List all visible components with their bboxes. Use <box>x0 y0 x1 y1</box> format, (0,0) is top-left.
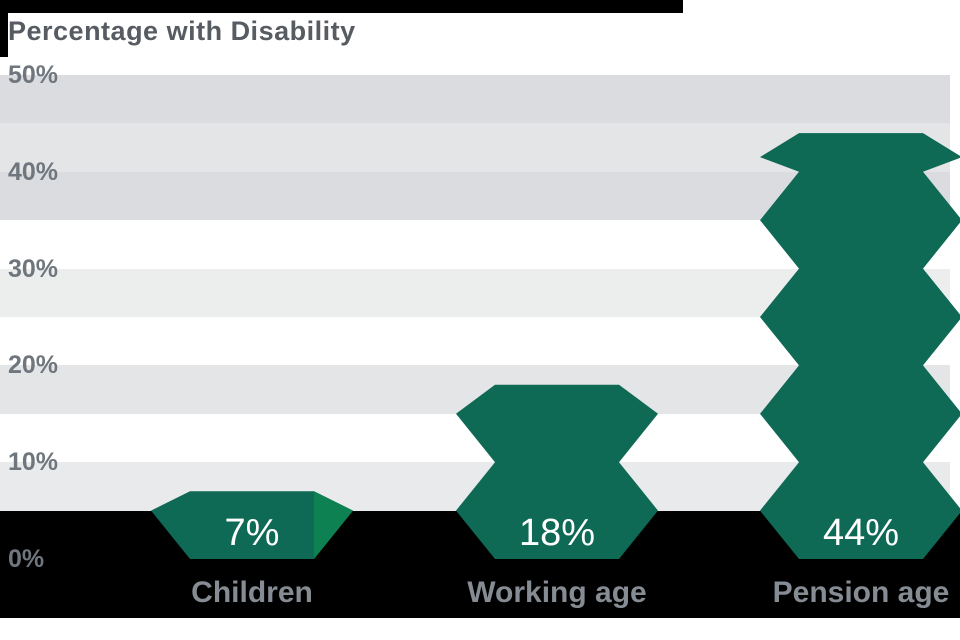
y-tick-label: 50% <box>8 61 59 89</box>
bottom-margin <box>0 618 960 640</box>
y-tick-label: 20% <box>8 351 59 380</box>
bar-value-label: 44% <box>822 512 900 554</box>
x-axis-category-label: Pension age <box>772 576 950 609</box>
bar-working-age <box>456 384 658 559</box>
bar-value-label: 18% <box>518 512 596 554</box>
y-tick-label: 0% <box>8 545 45 573</box>
x-axis-category-label: Working age <box>467 576 647 609</box>
y-tick-label: 30% <box>8 254 59 283</box>
chart-title: Percentage with Disability <box>8 16 356 46</box>
x-axis-category-label: Children <box>191 576 313 609</box>
y-tick-label: 40% <box>8 157 59 186</box>
y-tick-label: 10% <box>8 448 59 477</box>
bar-pension-age <box>760 133 960 559</box>
bar-value-label: 7% <box>224 512 280 554</box>
grid-band <box>0 75 950 124</box>
top-edge-strip <box>0 0 683 13</box>
left-edge-strip <box>0 13 8 57</box>
bar-children <box>151 491 353 559</box>
bar-children-highlight <box>314 491 353 559</box>
